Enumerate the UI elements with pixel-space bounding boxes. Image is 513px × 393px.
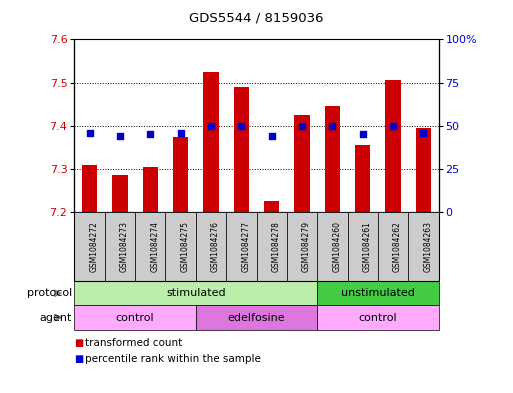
Point (419, 130, 427, 136)
Point (389, 123, 397, 129)
Text: GSM1084278: GSM1084278 (272, 221, 281, 272)
Text: GSM1084275: GSM1084275 (181, 221, 190, 272)
Text: GSM1084260: GSM1084260 (332, 221, 341, 272)
Bar (264, 201, 279, 212)
Text: percentile rank within the sample: percentile rank within the sample (85, 354, 261, 364)
Text: protocol: protocol (27, 288, 72, 298)
Text: GSM1084279: GSM1084279 (302, 221, 311, 272)
Text: GDS5544 / 8159036: GDS5544 / 8159036 (189, 12, 324, 25)
Text: control: control (359, 312, 397, 323)
Text: GSM1084263: GSM1084263 (423, 221, 432, 272)
Text: GSM1084274: GSM1084274 (150, 221, 159, 272)
Point (298, 123, 306, 129)
Point (237, 123, 245, 129)
Text: GSM1084277: GSM1084277 (241, 221, 250, 272)
Point (146, 131, 154, 138)
Point (359, 131, 367, 138)
Text: edelfosine: edelfosine (228, 312, 285, 323)
Bar (173, 136, 188, 212)
Text: ■: ■ (74, 354, 84, 364)
Text: control: control (116, 312, 154, 323)
Text: GSM1084261: GSM1084261 (363, 221, 372, 272)
Text: GSM1084276: GSM1084276 (211, 221, 220, 272)
Bar (416, 128, 431, 212)
Bar (203, 72, 219, 212)
Point (268, 133, 276, 139)
Point (176, 130, 185, 136)
Text: stimulated: stimulated (166, 288, 226, 298)
Text: unstimulated: unstimulated (341, 288, 415, 298)
Bar (112, 175, 128, 212)
Text: ■: ■ (74, 338, 84, 349)
Text: transformed count: transformed count (85, 338, 182, 349)
Point (328, 123, 337, 129)
Bar (385, 80, 401, 212)
Text: GSM1084262: GSM1084262 (393, 221, 402, 272)
Text: GSM1084272: GSM1084272 (90, 221, 98, 272)
Bar (325, 106, 340, 212)
Bar (294, 115, 310, 212)
Bar (82, 165, 97, 212)
Text: agent: agent (40, 312, 72, 323)
Bar (355, 145, 370, 212)
Point (116, 133, 124, 139)
Bar (143, 167, 158, 212)
Point (86, 130, 94, 136)
Bar (234, 87, 249, 212)
Text: GSM1084273: GSM1084273 (120, 221, 129, 272)
Point (207, 123, 215, 129)
